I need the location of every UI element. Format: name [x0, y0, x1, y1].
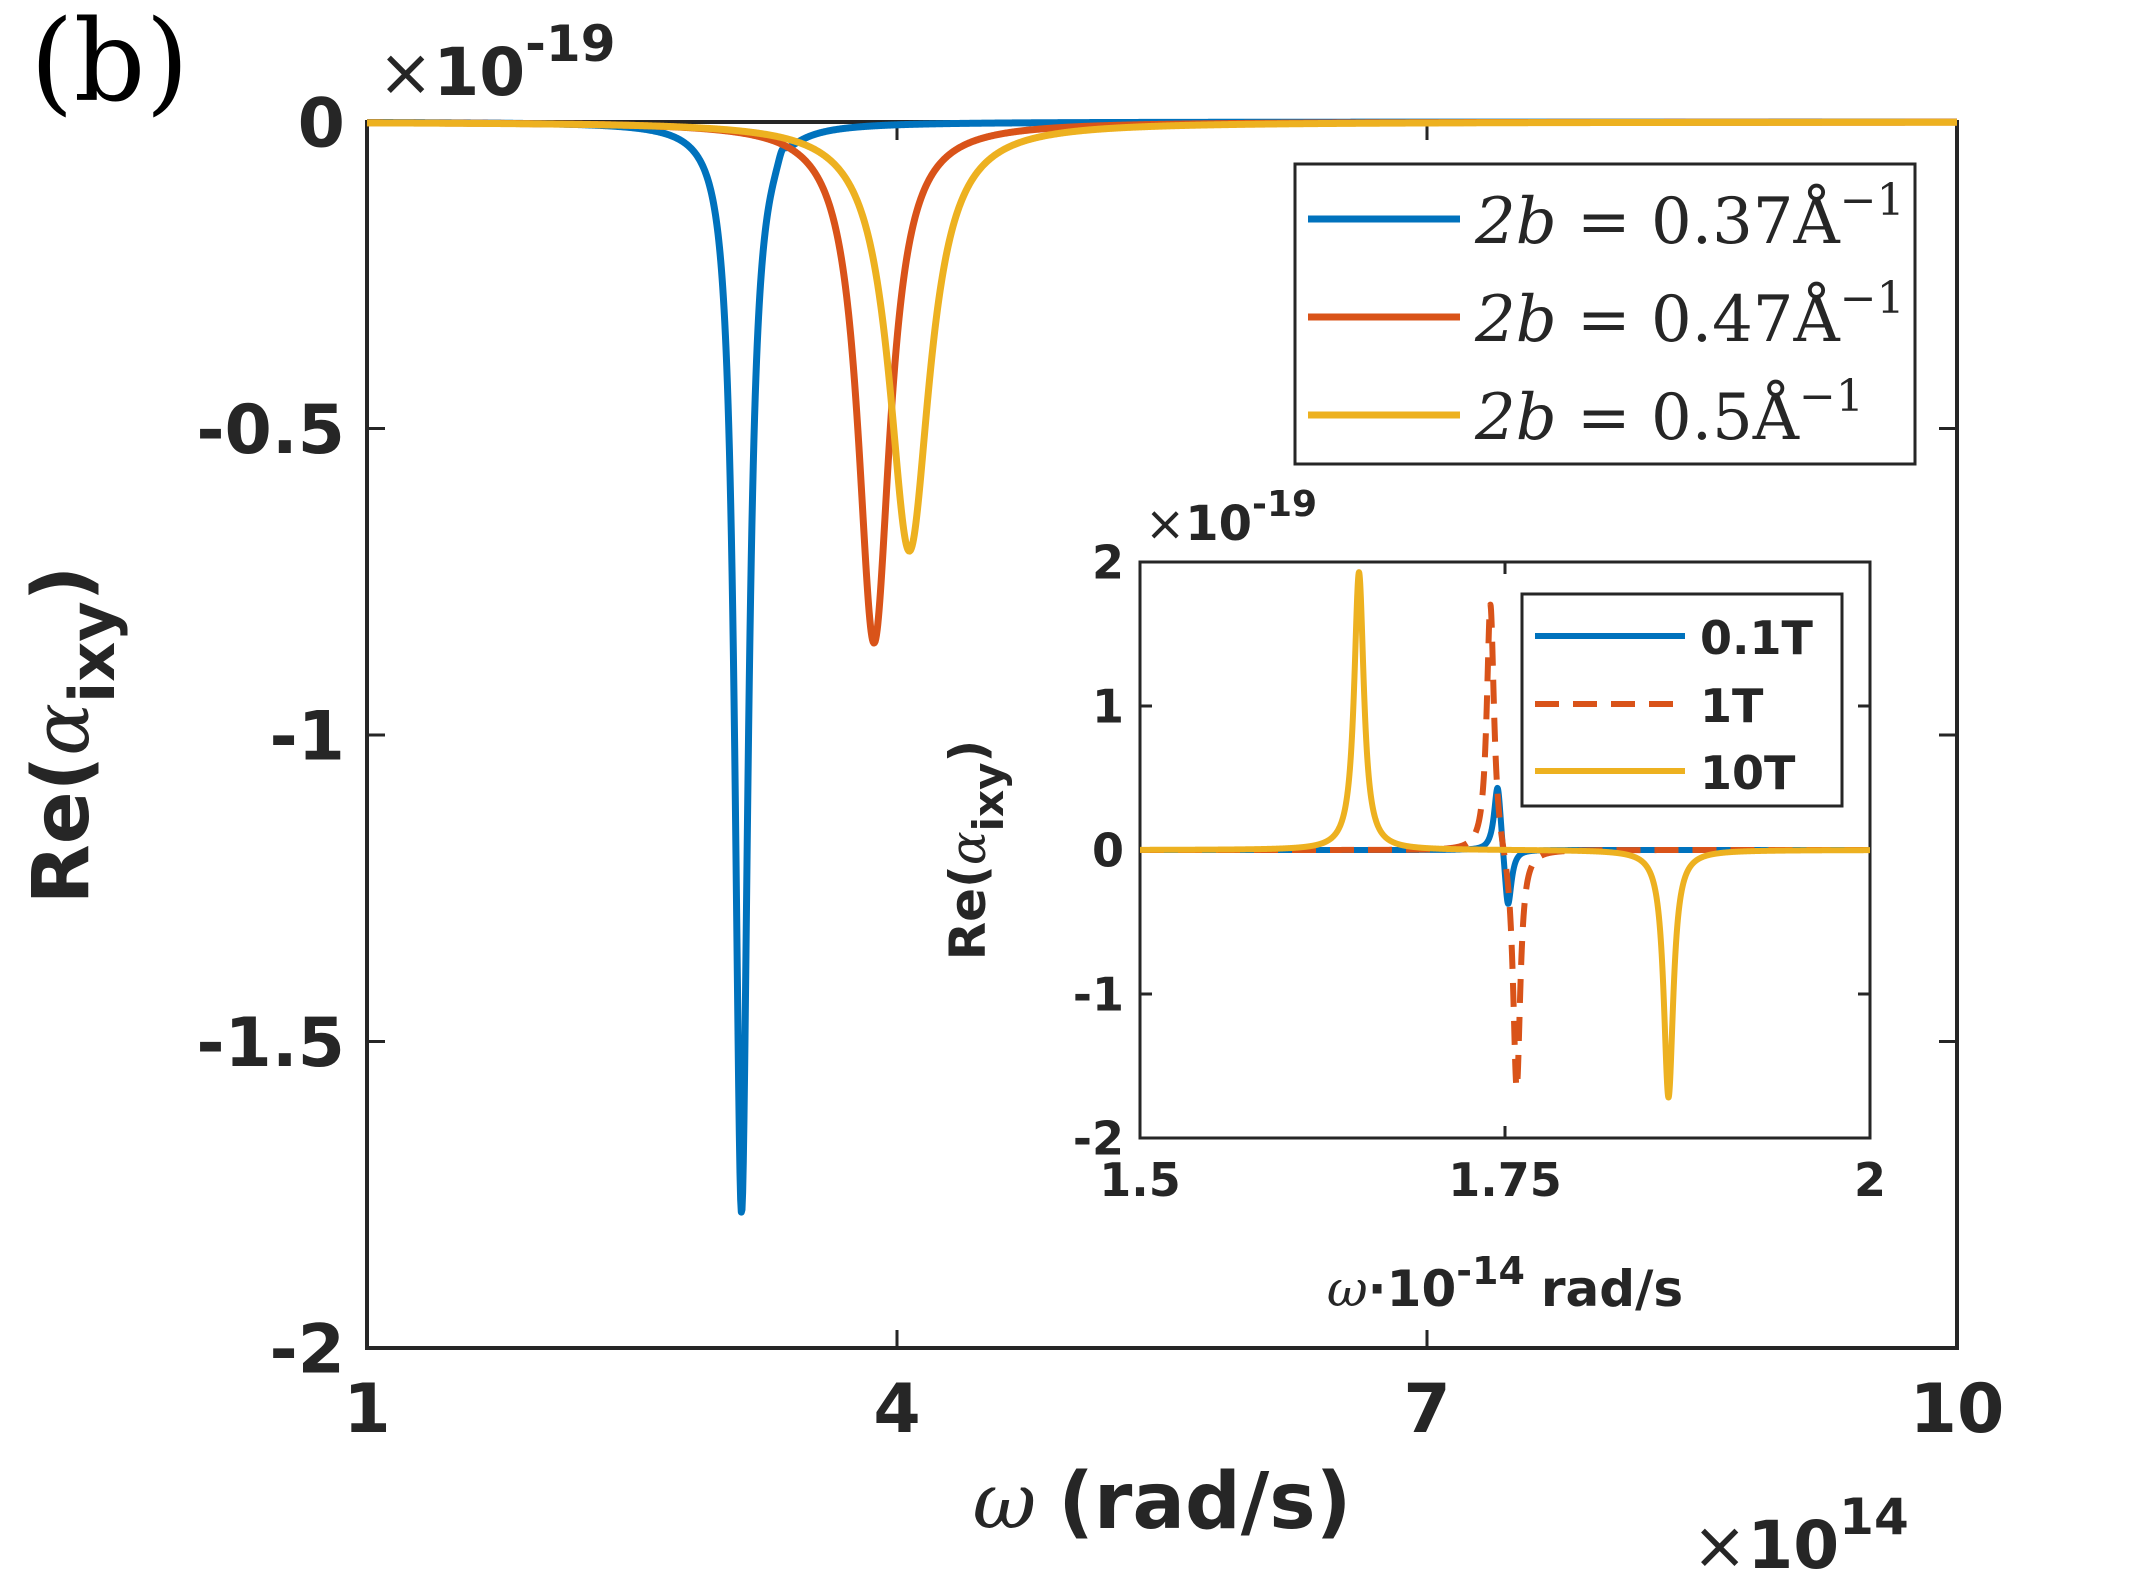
- main-xtick-label: 4: [873, 1370, 920, 1449]
- inset-legend-label-1t: 1T: [1700, 679, 1764, 733]
- legend-label-037: 2b = 0.37Å−1: [1474, 175, 1905, 259]
- inset-y-multiplier: ×10-19: [1145, 484, 1317, 552]
- inset-tick-labels: 1.5 1.75 2 2 1 0 -1 -2: [1073, 536, 1886, 1207]
- main-ytick-label: -0.5: [196, 391, 345, 470]
- inset-ytick-label: 2: [1092, 536, 1124, 590]
- legend-label-047: 2b = 0.47Å−1: [1474, 273, 1905, 357]
- inset-x-label: ω·10-14 rad/s: [1327, 1249, 1683, 1318]
- inset-xtick-label: 1.5: [1099, 1153, 1181, 1207]
- inset-y-label: Re(αixy): [939, 740, 1013, 961]
- main-xtick-label: 1: [343, 1370, 390, 1449]
- main-ytick-label: -1: [269, 697, 345, 776]
- inset-legend-label-01t: 0.1T: [1700, 611, 1813, 665]
- inset-ytick-label: 0: [1092, 824, 1124, 878]
- inset-ytick-label: 1: [1092, 680, 1124, 734]
- main-series: [364, 118, 1960, 1216]
- legend-label-05: 2b = 0.5Å−1: [1474, 371, 1864, 455]
- inset-series: [1137, 569, 1873, 1101]
- main-ytick-label: 0: [298, 84, 345, 163]
- inset-chart: 1.5 1.75 2 2 1 0 -1 -2 ×10-19 ω·10-14 rad/s Re(α…: [939, 484, 1886, 1318]
- main-tick-labels: 1 4 7 100-0.5-1-1.5-2: [196, 84, 2004, 1449]
- inset-xtick-label: 1.75: [1448, 1153, 1562, 1207]
- inset-series-line-2: [1137, 569, 1873, 1101]
- inset-legend-label-10t: 10T: [1700, 746, 1796, 800]
- main-ytick-label: -2: [269, 1310, 345, 1389]
- panel-label: (b): [30, 0, 189, 127]
- inset-xtick-label: 2: [1854, 1153, 1886, 1207]
- main-y-label: Re(αixy): [17, 566, 129, 905]
- main-x-multiplier: ×1014: [1692, 1488, 1909, 1583]
- main-xtick-label: 7: [1403, 1370, 1450, 1449]
- inset-ytick-label: -1: [1073, 968, 1124, 1022]
- main-y-multiplier: ×10-19: [378, 15, 616, 111]
- main-series-line-2: [364, 118, 1960, 555]
- main-ytick-label: -1.5: [196, 1004, 345, 1083]
- main-x-label: ω (rad/s): [973, 1457, 1352, 1547]
- main-xtick-label: 10: [1910, 1370, 2005, 1449]
- inset-ytick-label: -2: [1073, 1112, 1124, 1166]
- main-legend: 2b = 0.37Å−1 2b = 0.47Å−1 2b = 0.5Å−1: [1293, 162, 1917, 466]
- inset-legend: 0.1T 1T 10T: [1520, 592, 1844, 808]
